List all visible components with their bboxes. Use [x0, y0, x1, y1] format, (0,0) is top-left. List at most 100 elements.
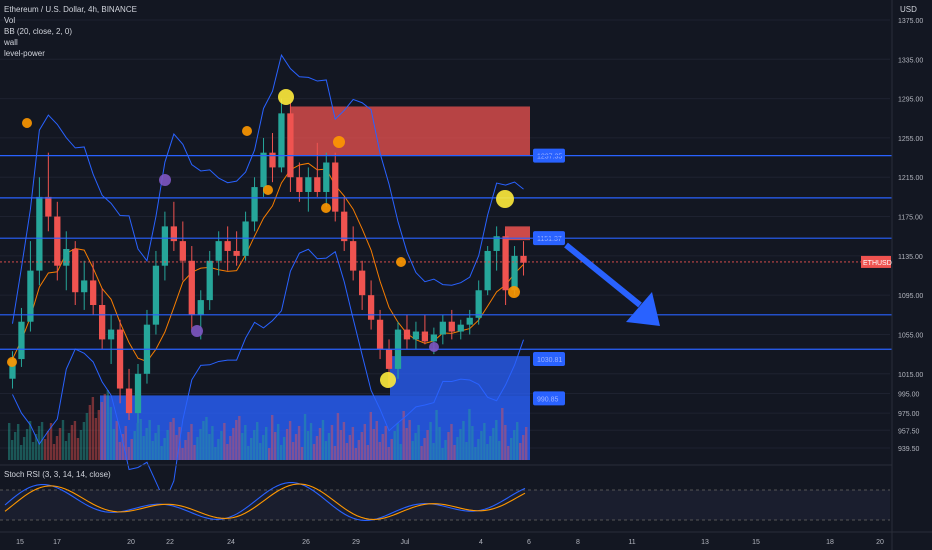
- forecast-arrow-shaft: [564, 242, 642, 308]
- candle-body: [296, 177, 303, 192]
- demand-zone-bottom: [100, 395, 530, 460]
- volume-bar: [259, 443, 262, 460]
- volume-bar: [226, 444, 229, 460]
- volume-bar: [402, 411, 405, 460]
- volume-bar: [474, 447, 477, 460]
- volume-bar: [480, 431, 483, 460]
- volume-bar: [273, 432, 277, 460]
- volume-bar: [157, 425, 160, 460]
- candle-body: [269, 152, 276, 168]
- level-power-indicator-label[interactable]: level-power: [4, 49, 45, 58]
- candle-body: [332, 162, 339, 212]
- volume-bar: [91, 397, 95, 460]
- volume-bar: [61, 420, 65, 460]
- volume-bar: [348, 435, 352, 460]
- candle-body: [161, 226, 169, 266]
- candle-body: [260, 152, 267, 188]
- zone-label: 1030.81: [537, 357, 562, 364]
- candle-body: [376, 319, 384, 350]
- volume-bar: [312, 444, 316, 460]
- volume-bar: [58, 428, 62, 460]
- volume-bar: [441, 448, 444, 460]
- date-tick-label: 4: [479, 539, 483, 546]
- vol-indicator-label[interactable]: Vol: [4, 16, 16, 25]
- price-axis-bg: [892, 0, 932, 550]
- bb-indicator-label[interactable]: BB (20, close, 2, 0): [4, 27, 73, 36]
- volume-bar: [477, 439, 480, 460]
- volume-bar: [220, 431, 223, 460]
- stoch-rsi-pane: 80.0020.000.00: [0, 464, 932, 535]
- date-tick-label: 20: [127, 539, 135, 546]
- signal-marker: [159, 174, 171, 186]
- chart-legend: Ethereum / U.S. Dollar, 4h, BINANCE Vol …: [4, 4, 137, 59]
- volume-bar: [510, 438, 513, 460]
- candle-body: [287, 113, 294, 178]
- date-tick-label: 24: [227, 539, 235, 546]
- volume-bar: [43, 439, 47, 460]
- candle-body: [9, 359, 16, 379]
- volume-bar: [408, 420, 411, 460]
- candles-layer: [9, 98, 527, 423]
- volume-bar: [507, 446, 510, 460]
- volume-bar: [67, 433, 71, 460]
- price-tick-label: 1015.00: [898, 372, 923, 379]
- volume-bar: [148, 420, 151, 460]
- volume-bar: [378, 442, 381, 460]
- signal-marker: [278, 89, 294, 105]
- price-tick-label: 1335.00: [898, 57, 923, 64]
- candle-body: [224, 241, 231, 251]
- volume-bar: [288, 421, 292, 460]
- date-tick-label: 13: [701, 539, 709, 546]
- candle-body: [215, 241, 222, 261]
- symbol-title[interactable]: Ethereum / U.S. Dollar, 4h, BINANCE: [4, 5, 137, 14]
- volume-bar: [109, 407, 112, 460]
- candle-body: [63, 248, 70, 266]
- volume-bar: [73, 421, 77, 460]
- volume-bar: [294, 434, 298, 460]
- candle-body: [484, 250, 491, 291]
- volume-bar: [522, 435, 525, 460]
- volume-bar: [142, 436, 145, 460]
- candle-body: [27, 270, 34, 322]
- candle-body: [116, 329, 124, 389]
- volume-bar: [82, 422, 86, 460]
- volume-bar: [229, 436, 232, 460]
- volume-bar: [444, 440, 447, 460]
- volume-bar: [372, 429, 375, 460]
- volume-bar: [414, 433, 417, 460]
- volume-bar: [265, 427, 268, 460]
- volume-bar: [375, 421, 378, 460]
- stoch-k-line: [4, 482, 526, 522]
- price-tick-label: 1135.00: [898, 254, 923, 261]
- candle-body: [72, 248, 79, 293]
- candle-body: [448, 321, 455, 332]
- volume-bar: [330, 425, 334, 460]
- candle-body: [251, 187, 258, 222]
- volume-bar: [315, 436, 319, 460]
- volume-bar: [70, 425, 74, 460]
- candle-body: [502, 236, 509, 291]
- volume-bar: [450, 424, 453, 460]
- date-tick-label: 18: [826, 539, 834, 546]
- supply-zone-top: [290, 106, 530, 156]
- volume-bar: [100, 402, 104, 460]
- volume-bar: [297, 426, 301, 460]
- volume-bar: [357, 440, 361, 460]
- bb-upper: [11, 53, 524, 324]
- wall-indicator-label[interactable]: wall: [4, 38, 18, 47]
- demand-zone-mid: [390, 356, 530, 396]
- volume-bar: [513, 430, 516, 460]
- volume-bar: [199, 429, 202, 460]
- candle-body: [430, 334, 437, 342]
- candle-body: [359, 270, 366, 296]
- markers-layer: [7, 89, 660, 388]
- volume-bar: [175, 435, 178, 460]
- zone-label-bg: [533, 352, 565, 367]
- stoch-rsi-label[interactable]: Stoch RSI (3, 3, 14, 14, close): [4, 470, 111, 479]
- volume-bar: [166, 430, 169, 460]
- date-tick-label: 29: [352, 539, 360, 546]
- volume-bar: [468, 409, 471, 460]
- price-tick-label: 1255.00: [898, 136, 923, 143]
